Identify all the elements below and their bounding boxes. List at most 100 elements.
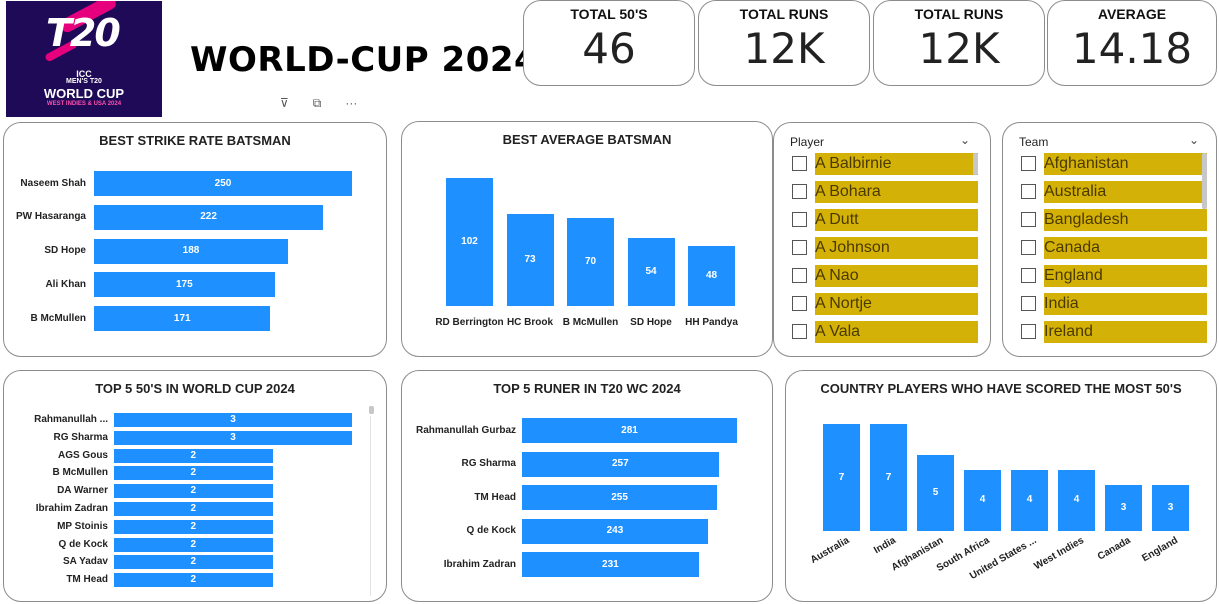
bar[interactable]: 2 — [114, 573, 273, 588]
chart-title: BEST STRIKE RATE BATSMAN — [99, 133, 291, 148]
bar[interactable]: 4 — [1011, 469, 1048, 531]
top-fifties-chart[interactable]: TOP 5 50'S IN WORLD CUP 2024 Rahmanullah… — [3, 370, 387, 602]
checkbox[interactable] — [792, 296, 807, 311]
checkbox[interactable] — [792, 240, 807, 255]
bar[interactable]: 2 — [114, 484, 273, 499]
kpi-value: 14.18 — [1071, 24, 1193, 73]
bar[interactable]: 3 — [1152, 485, 1189, 531]
checkbox[interactable] — [1021, 212, 1036, 227]
data-label: 102 — [461, 236, 478, 247]
bar[interactable]: 7 — [870, 424, 907, 531]
bar[interactable]: 70 — [567, 218, 614, 306]
slicer-item-label: India — [1044, 293, 1207, 315]
kpi-total-runs-2[interactable]: TOTAL RUNS 12K — [873, 0, 1045, 86]
team-slicer[interactable]: Team ⌄ Afghanistan Australia Bangladesh Can… — [1002, 122, 1217, 357]
bar[interactable]: 250 — [94, 171, 352, 196]
slicer-item[interactable]: Afghanistan — [1021, 153, 1207, 175]
checkbox[interactable] — [1021, 240, 1036, 255]
kpi-total-runs[interactable]: TOTAL RUNS 12K — [698, 0, 870, 86]
scrollbar-thumb[interactable] — [973, 153, 978, 175]
data-label: 70 — [584, 256, 597, 268]
bar[interactable]: 255 — [522, 485, 718, 511]
focus-mode-icon[interactable]: ⧉ — [312, 96, 322, 110]
bar[interactable]: 3 — [114, 413, 352, 427]
slicer-item[interactable]: Canada — [1021, 237, 1207, 259]
chevron-down-icon[interactable]: ⌄ — [960, 133, 971, 147]
slicer-item[interactable]: Australia — [1021, 181, 1207, 203]
slicer-item[interactable]: A Vala — [792, 321, 978, 343]
slicer-item[interactable]: A Dutt — [792, 209, 978, 231]
bar[interactable]: 4 — [964, 469, 1001, 531]
checkbox[interactable] — [1021, 156, 1036, 171]
slicer-item[interactable]: A Johnson — [792, 237, 978, 259]
bar[interactable]: 48 — [688, 245, 735, 306]
bar[interactable]: 2 — [114, 466, 273, 481]
data-label: 4 — [1073, 494, 1080, 506]
bar[interactable]: 7 — [823, 424, 860, 531]
checkbox[interactable] — [1021, 184, 1036, 199]
category-label: Q de Kock — [466, 525, 516, 537]
checkbox[interactable] — [1021, 268, 1036, 283]
scrollbar-thumb[interactable] — [369, 406, 374, 414]
checkbox[interactable] — [792, 212, 807, 227]
strike-rate-chart[interactable]: BEST STRIKE RATE BATSMAN Naseem Shah 250 P… — [3, 122, 387, 357]
slicer-item[interactable]: Ireland — [1021, 321, 1207, 343]
chevron-down-icon[interactable]: ⌄ — [1189, 133, 1200, 147]
player-slicer[interactable]: Player ⌄ A Balbirnie A Bohara A Dutt A John… — [773, 122, 991, 357]
slicer-item[interactable]: A Nao — [792, 265, 978, 287]
bar[interactable]: 222 — [94, 204, 324, 230]
bar[interactable]: 2 — [114, 537, 273, 552]
more-options-icon[interactable]: ··· — [345, 96, 358, 110]
bar[interactable]: 3 — [1105, 485, 1142, 531]
filter-icon[interactable]: ⊽ — [280, 96, 289, 110]
data-label: 188 — [182, 245, 200, 257]
bar[interactable]: 175 — [94, 272, 275, 298]
data-label: 5 — [932, 486, 939, 498]
bar[interactable]: 73 — [506, 214, 554, 306]
slicer-item-label: A Bohara — [815, 181, 978, 203]
slicer-item[interactable]: A Bohara — [792, 181, 978, 203]
average-chart[interactable]: BEST AVERAGE BATSMAN 102 RD Berrington 73 H… — [401, 121, 773, 357]
checkbox[interactable] — [792, 268, 807, 283]
bar[interactable]: 2 — [114, 448, 273, 463]
kpi-average[interactable]: AVERAGE 14.18 — [1047, 0, 1217, 86]
data-label: 3 — [230, 431, 236, 443]
scrollbar-track[interactable] — [370, 416, 371, 596]
bar[interactable]: 5 — [917, 454, 954, 531]
bar[interactable]: 4 — [1058, 469, 1095, 531]
kpi-total-fifties[interactable]: TOTAL 50'S 46 — [523, 0, 695, 86]
kpi-label: TOTAL RUNS — [914, 6, 1004, 22]
checkbox[interactable] — [792, 184, 807, 199]
bar[interactable]: 257 — [522, 451, 719, 477]
slicer-item[interactable]: England — [1021, 265, 1207, 287]
bar[interactable]: 243 — [522, 518, 708, 544]
checkbox[interactable] — [1021, 296, 1036, 311]
bar[interactable]: 281 — [522, 418, 737, 443]
bar[interactable]: 102 — [446, 178, 493, 306]
kpi-value: 12K — [743, 24, 825, 73]
slicer-item[interactable]: A Nortje — [792, 293, 978, 315]
data-label: 2 — [190, 574, 197, 586]
checkbox[interactable] — [1021, 324, 1036, 339]
bar[interactable]: 2 — [114, 555, 273, 570]
bar[interactable]: 54 — [627, 238, 675, 306]
slicer-item[interactable]: Bangladesh — [1021, 209, 1207, 231]
bar[interactable]: 2 — [114, 519, 273, 534]
checkbox[interactable] — [792, 156, 807, 171]
checkbox[interactable] — [792, 324, 807, 339]
slicer-item-label: Australia — [1044, 181, 1207, 203]
data-label: 2 — [190, 485, 197, 497]
bar[interactable]: 231 — [522, 552, 699, 578]
bar[interactable]: 171 — [94, 306, 271, 332]
slicer-item[interactable]: A Balbirnie — [792, 153, 978, 175]
scrollbar-thumb[interactable] — [1202, 153, 1207, 209]
category-label: DA Warner — [57, 485, 108, 497]
top-runs-chart[interactable]: TOP 5 RUNER IN T20 WC 2024 Rahmanullah G… — [401, 370, 773, 602]
data-label: 2 — [190, 467, 197, 479]
slicer-item-label: Canada — [1044, 237, 1207, 259]
slicer-item[interactable]: India — [1021, 293, 1207, 315]
bar[interactable]: 2 — [114, 502, 273, 516]
bar[interactable]: 3 — [114, 430, 352, 445]
country-fifties-chart[interactable]: COUNTRY PLAYERS WHO HAVE SCORED THE MOST… — [785, 370, 1217, 602]
bar[interactable]: 188 — [94, 238, 289, 264]
